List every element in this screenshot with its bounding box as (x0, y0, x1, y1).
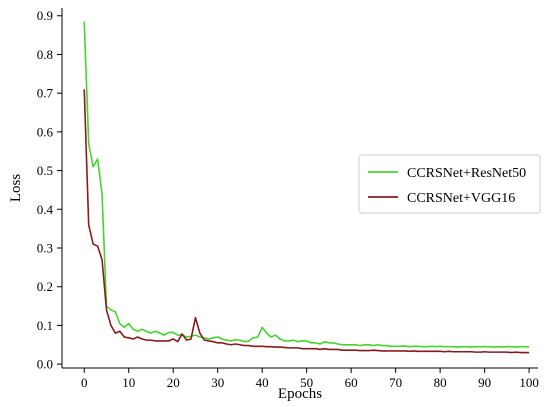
legend-box (358, 154, 541, 214)
y-tick-label: 0.1 (37, 318, 53, 333)
y-tick-label: 0.4 (37, 202, 54, 217)
x-tick-label: 90 (478, 375, 491, 390)
x-tick-label: 60 (345, 375, 358, 390)
x-tick-label: 30 (211, 375, 224, 390)
legend-label: CCRSNet+VGG16 (407, 191, 515, 206)
y-tick-label: 0.7 (37, 86, 54, 101)
x-tick-label: 20 (167, 375, 180, 390)
axes (61, 8, 538, 369)
y-ticks: 0.0 0.1 0.2 0.3 0.4 0.5 0.6 0.7 0.8 0.9 (37, 8, 62, 372)
y-axis-label: Loss (8, 174, 24, 203)
x-ticks: 0 10 20 30 40 50 60 70 80 90 100 (81, 368, 539, 390)
x-tick-label: 80 (434, 375, 447, 390)
legend-label: CCRSNet+ResNet50 (407, 166, 526, 181)
y-tick-label: 0.8 (37, 47, 53, 62)
x-tick-label: 70 (389, 375, 402, 390)
x-axis-label: Epochs (278, 386, 322, 402)
x-tick-label: 100 (519, 375, 539, 390)
y-tick-label: 0.3 (37, 241, 53, 256)
y-tick-label: 0.9 (37, 8, 53, 23)
y-tick-label: 0.5 (37, 163, 53, 178)
y-tick-label: 0.6 (37, 124, 54, 139)
y-tick-label: 0.2 (37, 279, 53, 294)
series-line-resnet50 (83, 21, 530, 348)
x-tick-label: 10 (122, 375, 135, 390)
x-tick-label: 50 (300, 375, 313, 390)
legend: CCRSNet+ResNet50 CCRSNet+VGG16 (358, 154, 541, 214)
y-tick-label: 0.0 (37, 357, 53, 372)
series-line-vgg16 (83, 89, 530, 354)
x-tick-label: 0 (81, 375, 88, 390)
x-tick-label: 40 (256, 375, 269, 390)
series-lines (83, 21, 530, 354)
